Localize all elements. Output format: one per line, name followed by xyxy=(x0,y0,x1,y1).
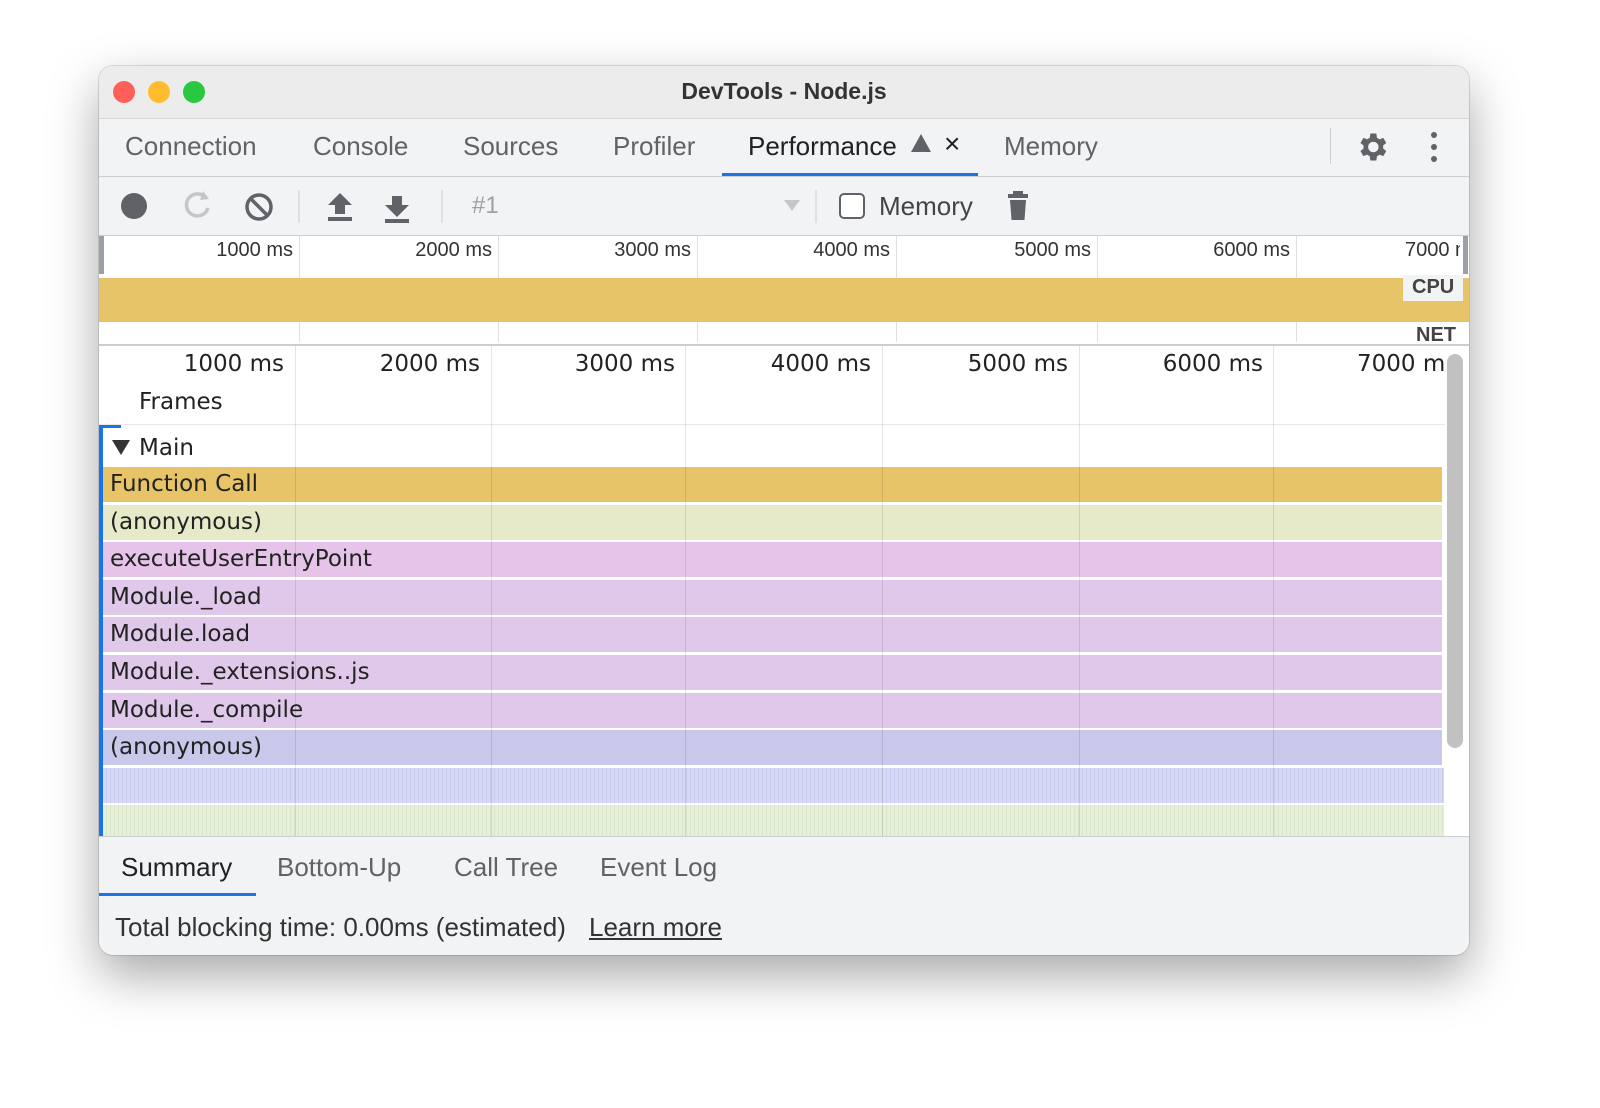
clear-button[interactable] xyxy=(245,193,273,221)
frames-row-divider xyxy=(99,424,1445,425)
title-bar xyxy=(99,66,1469,119)
summary-panel xyxy=(99,897,1469,955)
frames-label: Frames xyxy=(139,389,223,415)
flame-bar[interactable] xyxy=(103,579,1442,615)
profile-select[interactable]: #1 xyxy=(472,192,499,219)
timeline-grid-line xyxy=(491,346,492,836)
timeline-tick-label: 5000 ms xyxy=(967,351,1068,377)
overview-handle-left[interactable] xyxy=(99,236,104,274)
flame-bar-label: Module._load xyxy=(110,583,262,610)
reload-arrow xyxy=(200,191,209,200)
bottom-tab[interactable]: Summary xyxy=(121,852,233,882)
timeline-tick-label: 3000 ms xyxy=(574,351,675,377)
timeline-tick-label: 6000 ms xyxy=(1162,351,1263,377)
summary-text: Total blocking time: 0.00ms (estimated) xyxy=(115,912,566,942)
record-button[interactable] xyxy=(121,193,147,219)
timeline-tick-label: 7000 ms xyxy=(1357,353,1445,376)
clear-slash xyxy=(249,197,269,217)
flame-bar-label: (anonymous) xyxy=(110,508,262,535)
zoom-button[interactable] xyxy=(183,81,205,103)
tab-bar xyxy=(99,119,1469,177)
net-label: NET xyxy=(1416,324,1456,346)
overview-handle-right[interactable] xyxy=(1463,236,1468,274)
timeline: Function Call (anonymous) executeUserEntry… xyxy=(99,346,1469,836)
profile-dropdown-arrow[interactable] xyxy=(784,200,800,211)
flame-bar xyxy=(103,768,1444,803)
flame-bar[interactable] xyxy=(103,467,1442,502)
timeline-grid-line xyxy=(295,346,296,836)
timeline-grid-line xyxy=(1079,346,1080,836)
flame-bar xyxy=(103,805,1444,836)
bottom-tab[interactable]: Call Tree xyxy=(454,852,559,882)
window-title: DevTools - Node.js xyxy=(681,78,887,104)
overview-tick-label: 5000 ms xyxy=(1014,239,1091,261)
flame-bar-label: Module._extensions..js xyxy=(110,659,370,685)
bottom-tab[interactable]: Bottom-Up xyxy=(277,852,402,882)
overview-tick-label: 2000 ms xyxy=(415,239,492,261)
tab[interactable]: Memory xyxy=(1004,131,1098,161)
devtools-window: DevTools - Node.js #1 Memory CPU NET Fun… xyxy=(99,66,1469,955)
timeline-tick-label: 2000 ms xyxy=(379,351,480,377)
experimental-icon xyxy=(911,134,931,152)
overview-tick-label: 7000 ms xyxy=(1405,240,1460,260)
main-expand-arrow[interactable] xyxy=(112,440,130,455)
flame-bar-label: Module.load xyxy=(110,621,251,648)
flame-bar-label: Module._compile xyxy=(110,696,304,723)
flame-bar[interactable] xyxy=(103,692,1442,728)
memory-checkbox[interactable] xyxy=(839,193,865,219)
cpu-band xyxy=(99,278,1399,322)
overview-tick-label: 6000 ms xyxy=(1213,239,1290,261)
timeline-grid-line xyxy=(1273,346,1274,836)
settings-icon[interactable] xyxy=(1354,129,1390,165)
close-tab-button[interactable]: × xyxy=(944,128,961,159)
flame-bar[interactable] xyxy=(103,730,1442,766)
learn-more-link[interactable]: Learn more xyxy=(589,912,722,942)
active-tab-underline xyxy=(99,893,256,896)
tab[interactable]: Connection xyxy=(125,131,257,161)
minimize-button[interactable] xyxy=(148,81,170,103)
flame-bar-label: (anonymous) xyxy=(110,734,262,761)
tab[interactable]: Sources xyxy=(463,131,559,161)
scrollbar-thumb[interactable] xyxy=(1447,354,1463,748)
toolbar xyxy=(99,177,1469,236)
timeline-tick-label: 1000 ms xyxy=(183,351,284,377)
save-profile-button[interactable] xyxy=(385,196,409,223)
cpu-label: CPU xyxy=(1403,275,1464,301)
tab[interactable]: Performance xyxy=(748,131,897,161)
bottom-tab[interactable]: Event Log xyxy=(600,852,718,882)
flame-bar-label: Function Call xyxy=(110,471,259,497)
timeline-grid-line xyxy=(882,346,883,836)
flame-bar[interactable] xyxy=(103,504,1442,540)
timeline-grid-line xyxy=(685,346,686,836)
divider xyxy=(1330,128,1331,164)
reload-button[interactable] xyxy=(184,192,210,218)
tab[interactable]: Console xyxy=(313,131,409,161)
selected-track-marker xyxy=(99,425,103,836)
main-label[interactable]: Main xyxy=(139,435,194,461)
close-button[interactable] xyxy=(113,81,135,103)
tab[interactable]: Profiler xyxy=(613,131,696,161)
overview-tick-label: 1000 ms xyxy=(216,239,293,261)
flame-bar[interactable] xyxy=(103,542,1442,578)
toolbar-icons xyxy=(121,190,1028,223)
active-tab-underline xyxy=(722,173,978,176)
more-menu[interactable] xyxy=(1424,130,1444,164)
memory-label[interactable]: Memory xyxy=(879,191,973,221)
flame-bar[interactable] xyxy=(103,655,1442,690)
flame-bar-label: executeUserEntryPoint xyxy=(110,546,372,573)
overview-tick-label: 3000 ms xyxy=(614,239,691,261)
flame-bar[interactable] xyxy=(103,617,1442,653)
selected-track-marker xyxy=(99,425,121,428)
load-profile-button[interactable] xyxy=(328,193,352,221)
timeline-tick-label: 4000 ms xyxy=(770,351,871,377)
garbage-collect-button[interactable] xyxy=(1008,191,1028,220)
overview-tick-label: 4000 ms xyxy=(813,239,890,261)
